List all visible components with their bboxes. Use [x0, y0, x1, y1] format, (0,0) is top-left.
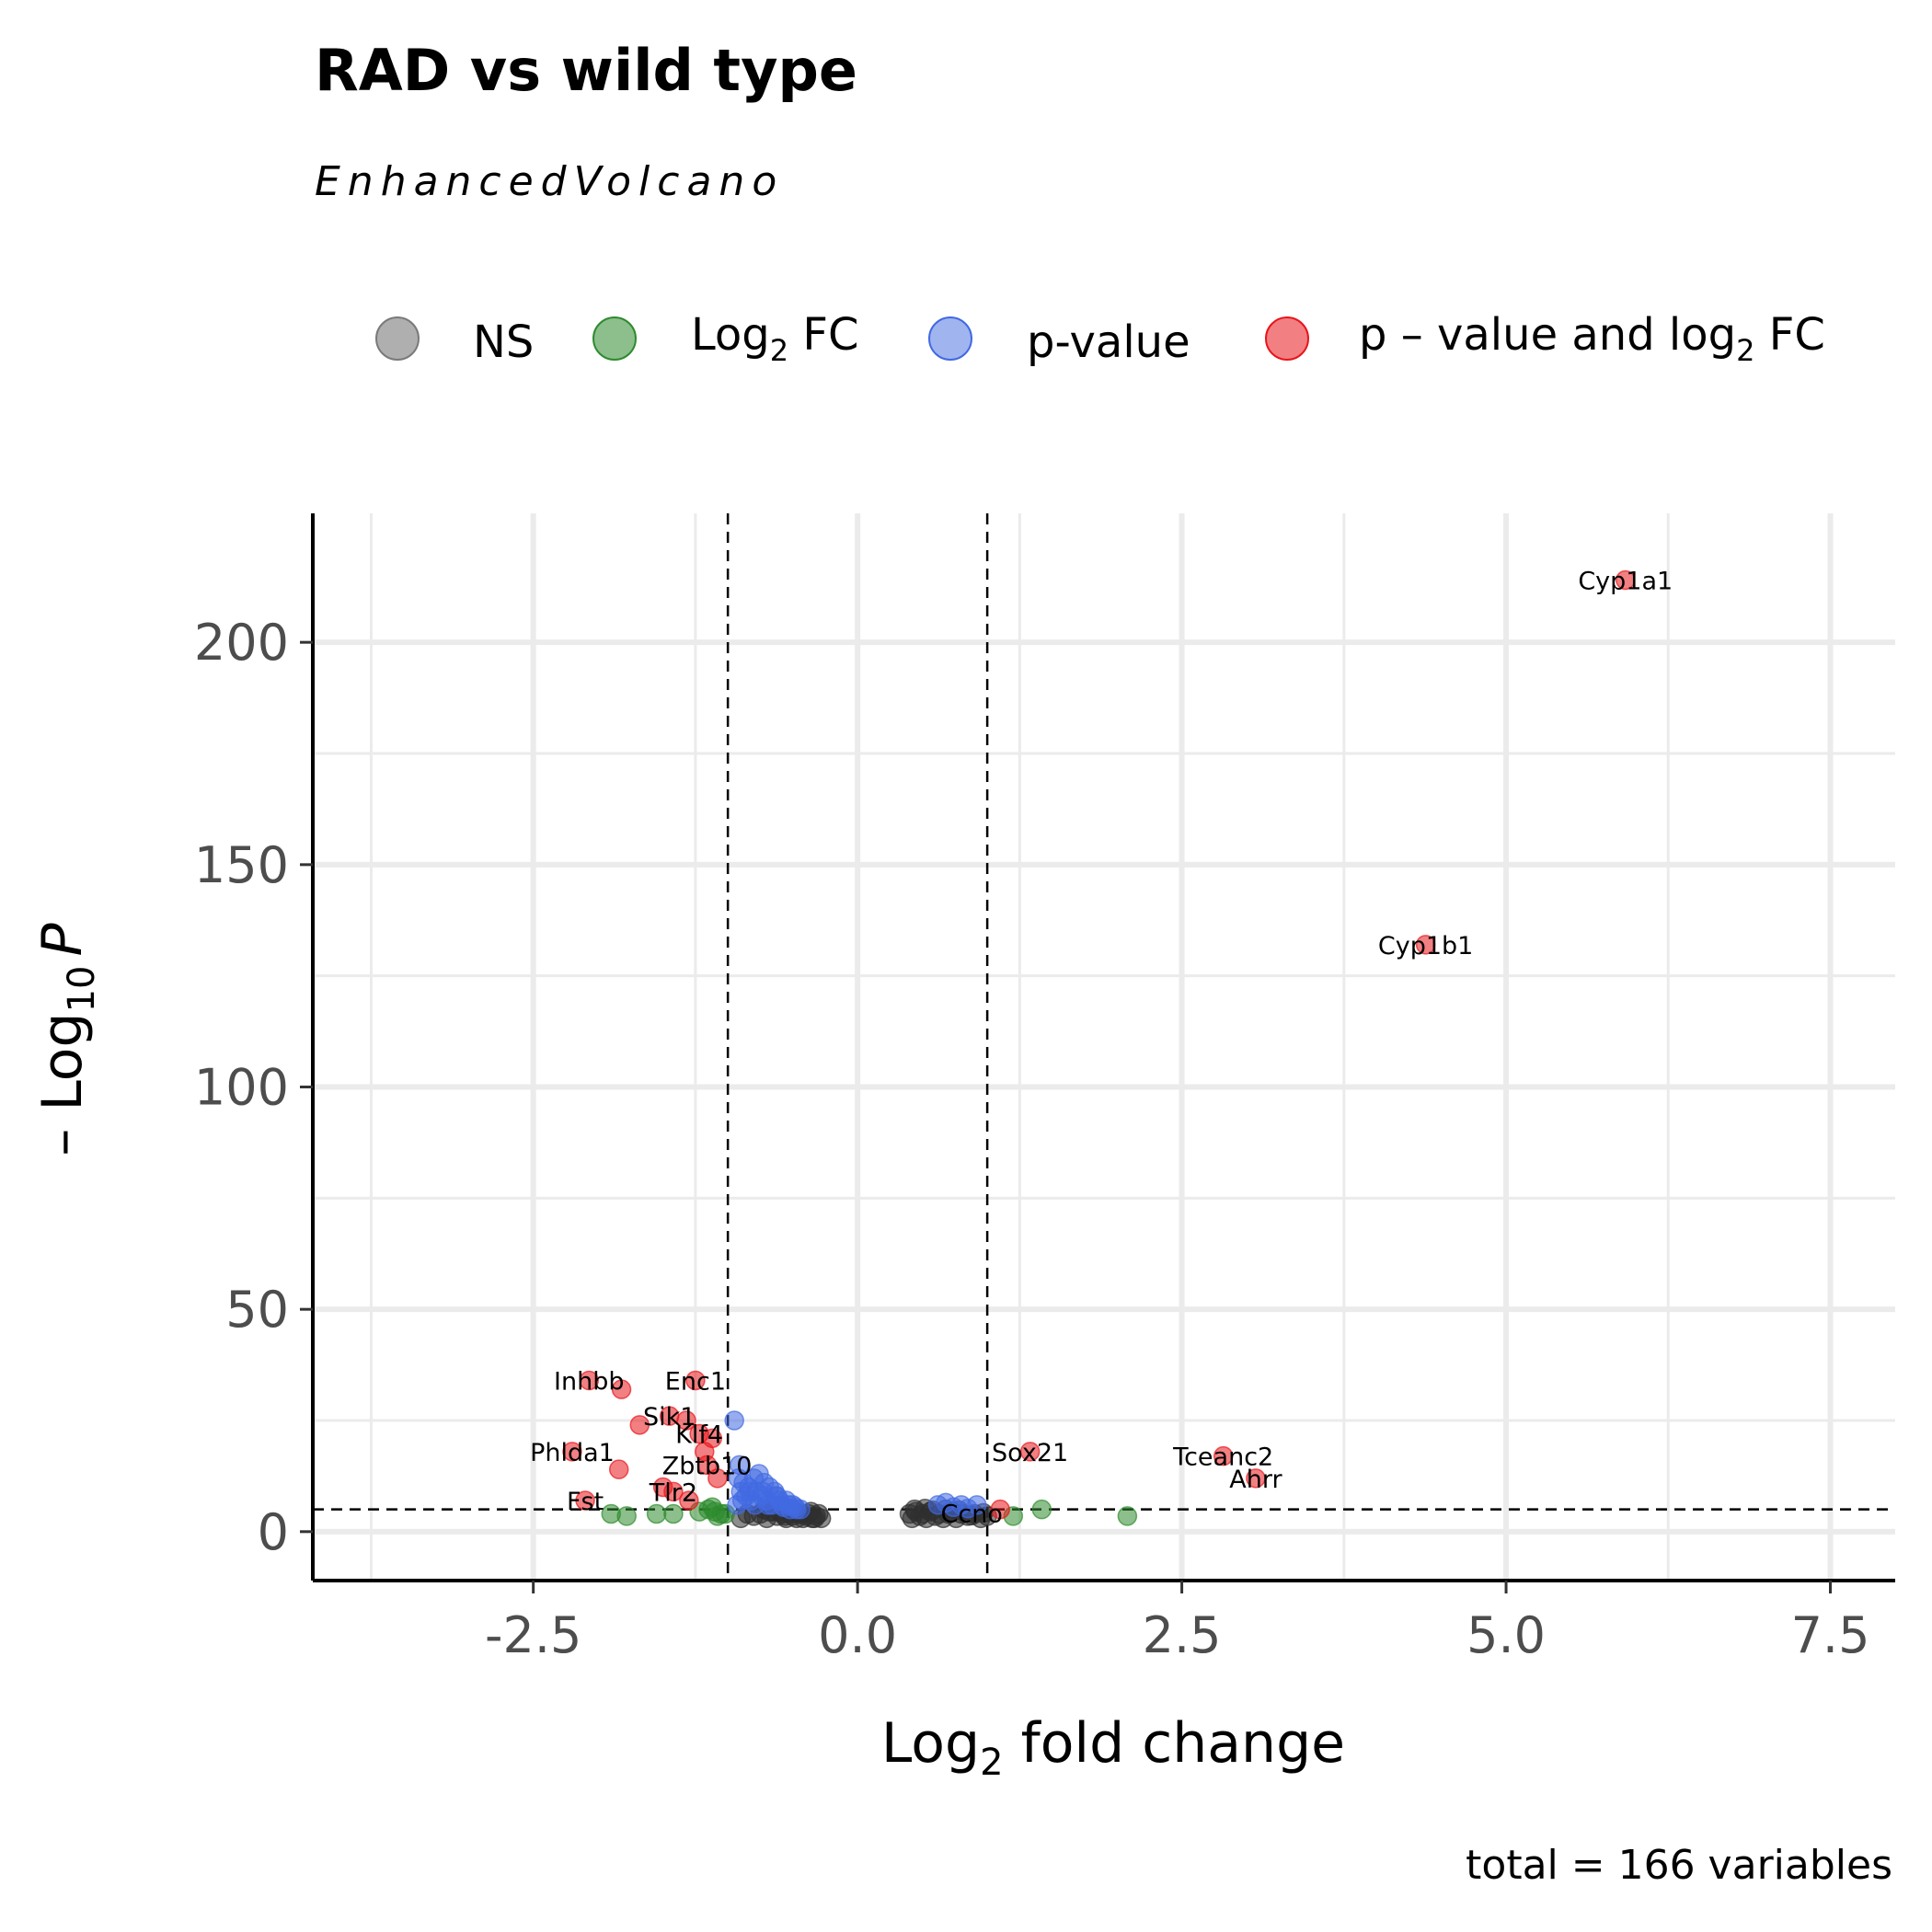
- x-tick-label: 0.0: [818, 1606, 897, 1664]
- chart-subtitle: EnhancedVolcano: [315, 158, 784, 205]
- point-label: Ahrr: [1229, 1466, 1282, 1494]
- point-both: [608, 1459, 629, 1479]
- point-both: [611, 1379, 632, 1399]
- y-tick-label: 50: [225, 1281, 289, 1339]
- x-tick-label: 5.0: [1466, 1606, 1546, 1664]
- cutoff-lines: [313, 513, 1895, 1581]
- legend-label-fc: Log2 FC: [691, 309, 858, 368]
- point-pv: [785, 1497, 806, 1517]
- x-tick-label: 2.5: [1143, 1606, 1222, 1664]
- point-both: [1415, 935, 1436, 955]
- x-axis-title: Log2 fold change: [881, 1711, 1345, 1784]
- point-both: [685, 1370, 706, 1391]
- point-label: Cyp1b1: [1378, 932, 1473, 960]
- axes: [300, 513, 1895, 1593]
- point-both: [707, 1468, 728, 1489]
- point-both: [702, 1428, 722, 1449]
- y-tick-label: 200: [194, 614, 289, 672]
- legend-key-fc: [592, 316, 637, 361]
- point-both: [679, 1490, 699, 1511]
- point-both: [696, 1455, 718, 1476]
- legend-label-ns: NS: [473, 316, 534, 368]
- point-fc: [616, 1506, 637, 1526]
- point-both: [575, 1490, 595, 1511]
- legend: NS Log2 FC p-value p – value and log2 FC: [375, 309, 1825, 368]
- legend-key-both: [1265, 316, 1309, 361]
- y-tick-label: 0: [258, 1503, 289, 1561]
- point-pv: [967, 1495, 987, 1515]
- point-both: [1213, 1445, 1234, 1466]
- legend-key-ns: [375, 316, 420, 361]
- point-label: Phlda1: [530, 1439, 615, 1467]
- y-axis-title: – Log10P: [30, 923, 103, 1156]
- legend-key-pvalue: [928, 316, 972, 361]
- point-pv: [730, 1455, 750, 1476]
- point-fc: [1117, 1506, 1138, 1526]
- point-both: [1616, 569, 1636, 591]
- legend-label-pvalue: p-value: [1027, 316, 1190, 368]
- point-label: Fst: [567, 1488, 604, 1516]
- point-label: Ccno: [941, 1501, 1003, 1529]
- point-fc: [663, 1503, 684, 1524]
- point-label: Tceanc2: [1172, 1443, 1273, 1472]
- point-ns: [804, 1508, 825, 1529]
- point-both: [663, 1481, 684, 1502]
- point-both: [579, 1370, 600, 1391]
- gridlines: [313, 513, 1895, 1581]
- point-fc: [707, 1506, 728, 1526]
- x-tick-label: -2.5: [485, 1606, 581, 1664]
- caption: total = 166 variables: [1466, 1842, 1892, 1889]
- point-both: [1246, 1468, 1266, 1489]
- x-tick-label: 7.5: [1791, 1606, 1870, 1664]
- point-both: [629, 1415, 650, 1435]
- point-label: Sik1: [643, 1403, 696, 1432]
- point-both: [562, 1442, 582, 1462]
- point-label: Zbtb10: [662, 1452, 753, 1480]
- point-both: [676, 1410, 696, 1431]
- point-label: Tlr2: [649, 1478, 697, 1507]
- legend-label-both: p – value and log2 FC: [1359, 309, 1825, 368]
- y-tick-label: 100: [194, 1059, 289, 1117]
- point-fc: [646, 1503, 667, 1524]
- point-label: Cyp1a1: [1578, 568, 1673, 596]
- point-label: Sox21: [992, 1439, 1068, 1467]
- point-both: [990, 1499, 1010, 1520]
- y-tick-label: 150: [194, 836, 289, 894]
- tick-labels: -2.5 0.0 2.5 5.0 7.5 0 50 100 150 200: [194, 614, 1870, 1664]
- point-label: Klf4: [675, 1421, 723, 1450]
- chart-title: RAD vs wild type: [315, 37, 857, 104]
- point-label: Enc1: [665, 1368, 726, 1397]
- data-points: [562, 569, 1636, 1529]
- point-label: Inhbb: [554, 1368, 624, 1397]
- point-pv: [724, 1410, 744, 1431]
- point-both: [1019, 1442, 1041, 1462]
- point-fc: [1031, 1499, 1052, 1520]
